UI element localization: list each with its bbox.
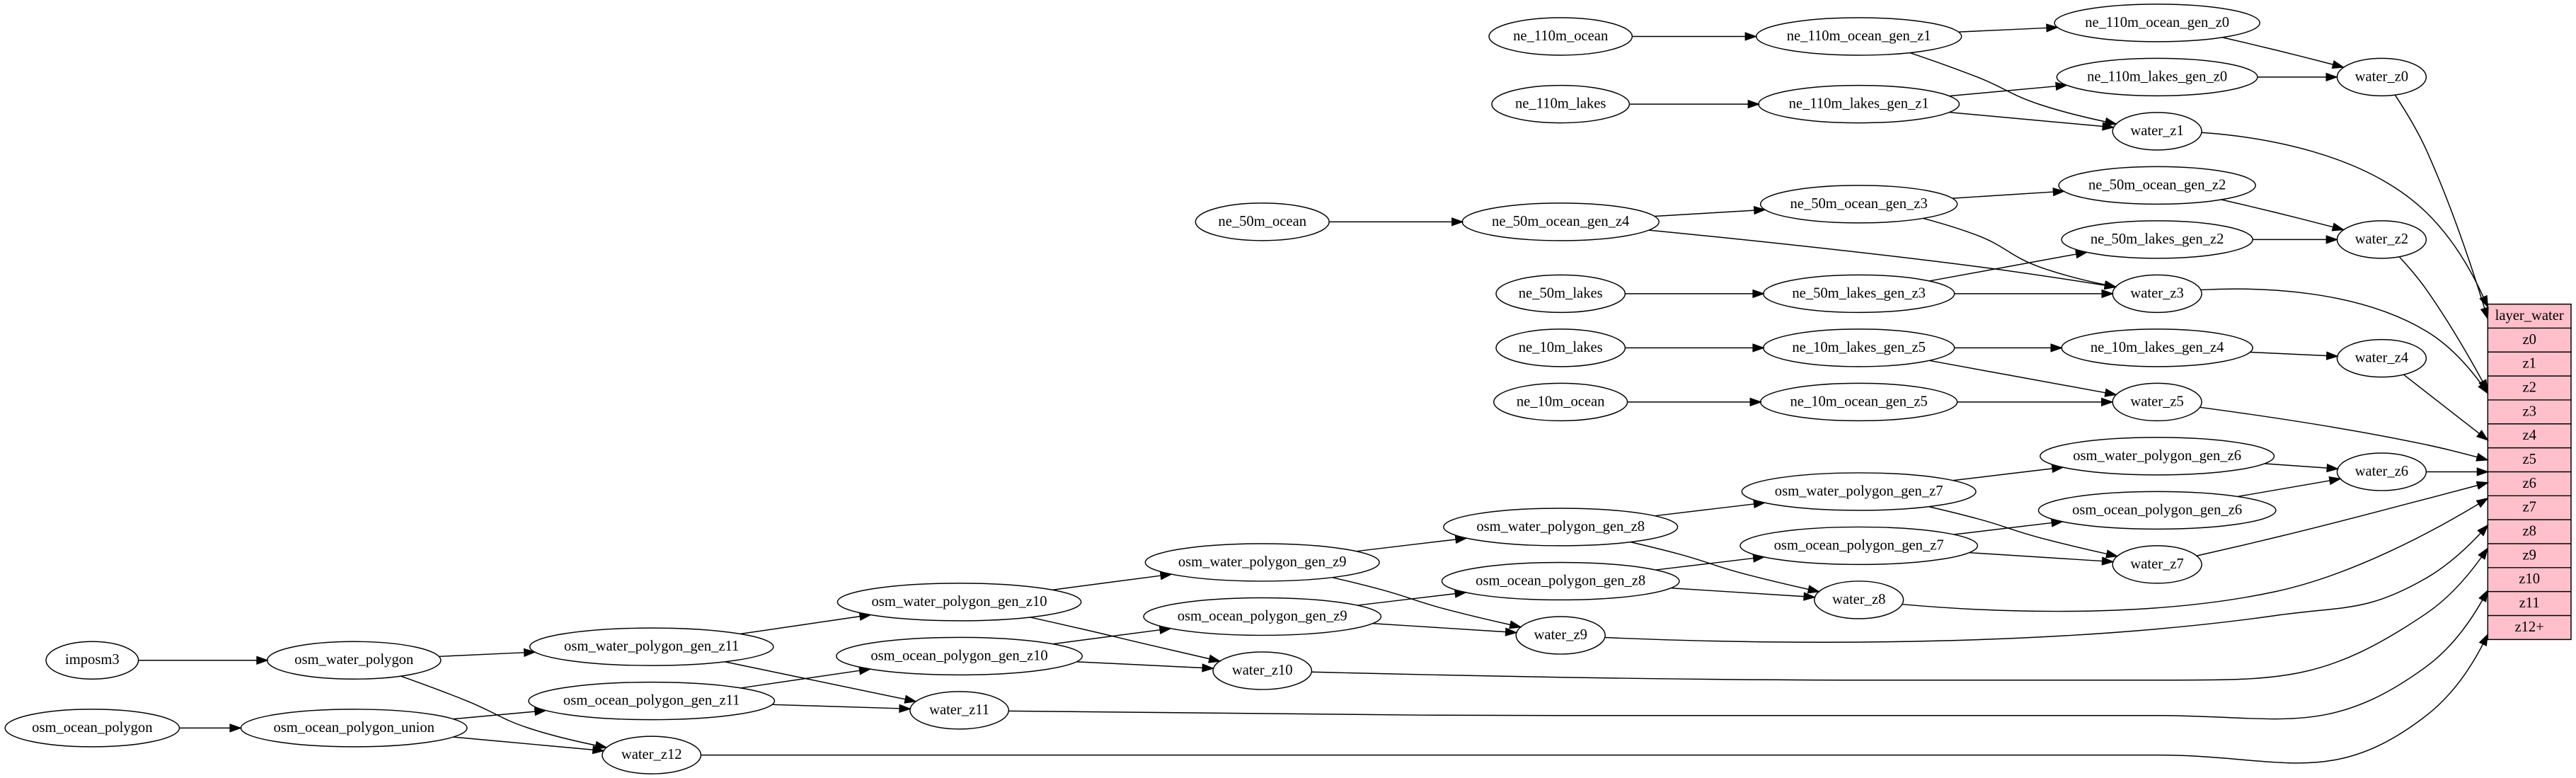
svg-text:osm_ocean_polygon_union: osm_ocean_polygon_union [273, 720, 434, 736]
svg-text:ne_10m_lakes_gen_z5: ne_10m_lakes_gen_z5 [1792, 340, 1926, 355]
svg-text:water_z9: water_z9 [1534, 627, 1587, 643]
svg-text:water_z11: water_z11 [929, 702, 989, 718]
svg-text:water_z5: water_z5 [2130, 394, 2183, 409]
svg-text:water_z2: water_z2 [2355, 231, 2408, 247]
svg-text:osm_ocean_polygon_gen_z7: osm_ocean_polygon_gen_z7 [1774, 537, 1944, 553]
svg-text:osm_water_polygon_gen_z6: osm_water_polygon_gen_z6 [2073, 448, 2241, 464]
svg-text:water_z1: water_z1 [2130, 123, 2183, 139]
svg-text:ne_110m_lakes_gen_z0: ne_110m_lakes_gen_z0 [2087, 69, 2227, 84]
svg-text:water_z6: water_z6 [2355, 464, 2408, 479]
svg-text:osm_ocean_polygon_gen_z10: osm_ocean_polygon_gen_z10 [870, 648, 1047, 663]
svg-text:z0: z0 [2522, 332, 2536, 348]
svg-text:ne_50m_lakes_gen_z2: ne_50m_lakes_gen_z2 [2091, 231, 2224, 247]
svg-text:osm_water_polygon_gen_z11: osm_water_polygon_gen_z11 [564, 639, 739, 654]
svg-text:ne_50m_ocean_gen_z2: ne_50m_ocean_gen_z2 [2088, 177, 2226, 193]
svg-text:ne_50m_ocean_gen_z4: ne_50m_ocean_gen_z4 [1492, 214, 1629, 229]
svg-text:ne_10m_ocean_gen_z5: ne_10m_ocean_gen_z5 [1790, 394, 1928, 409]
svg-text:z1: z1 [2522, 356, 2536, 372]
svg-text:osm_water_polygon_gen_z8: osm_water_polygon_gen_z8 [1476, 519, 1645, 534]
svg-text:z12+: z12+ [2514, 619, 2543, 635]
svg-text:ne_10m_lakes: ne_10m_lakes [1519, 340, 1603, 355]
svg-text:osm_water_polygon_gen_z9: osm_water_polygon_gen_z9 [1178, 554, 1347, 570]
svg-text:z4: z4 [2522, 428, 2536, 443]
svg-text:water_z7: water_z7 [2130, 556, 2183, 572]
svg-text:ne_50m_lakes: ne_50m_lakes [1519, 285, 1603, 301]
svg-text:ne_110m_ocean_gen_z0: ne_110m_ocean_gen_z0 [2085, 15, 2229, 30]
svg-text:z7: z7 [2522, 500, 2536, 515]
svg-text:z11: z11 [2519, 595, 2540, 611]
svg-text:layer_water: layer_water [2495, 308, 2564, 324]
svg-text:osm_ocean_polygon_gen_z11: osm_ocean_polygon_gen_z11 [563, 693, 740, 709]
svg-text:ne_110m_lakes: ne_110m_lakes [1515, 96, 1606, 112]
svg-text:ne_10m_ocean: ne_10m_ocean [1517, 394, 1605, 409]
svg-text:water_z3: water_z3 [2130, 285, 2183, 301]
svg-text:ne_110m_lakes_gen_z1: ne_110m_lakes_gen_z1 [1789, 96, 1929, 112]
svg-text:ne_50m_lakes_gen_z3: ne_50m_lakes_gen_z3 [1792, 285, 1926, 301]
svg-text:ne_50m_ocean_gen_z3: ne_50m_ocean_gen_z3 [1790, 196, 1928, 212]
svg-text:water_z8: water_z8 [1832, 592, 1885, 607]
svg-text:z5: z5 [2522, 452, 2536, 467]
svg-text:z2: z2 [2522, 379, 2536, 395]
svg-text:osm_ocean_polygon_gen_z6: osm_ocean_polygon_gen_z6 [2072, 502, 2242, 517]
svg-text:osm_ocean_polygon_gen_z9: osm_ocean_polygon_gen_z9 [1178, 608, 1347, 624]
svg-text:water_z4: water_z4 [2355, 350, 2408, 366]
svg-text:imposm3: imposm3 [65, 652, 120, 668]
svg-text:z10: z10 [2519, 571, 2540, 587]
svg-text:water_z12: water_z12 [621, 747, 682, 762]
svg-text:water_z0: water_z0 [2355, 69, 2408, 84]
svg-text:osm_water_polygon_gen_z10: osm_water_polygon_gen_z10 [872, 594, 1047, 610]
svg-text:osm_water_polygon_gen_z7: osm_water_polygon_gen_z7 [1775, 484, 1943, 499]
svg-text:ne_110m_ocean: ne_110m_ocean [1513, 28, 1608, 44]
svg-text:z6: z6 [2522, 476, 2536, 491]
svg-text:z3: z3 [2522, 404, 2536, 419]
svg-text:ne_110m_ocean_gen_z1: ne_110m_ocean_gen_z1 [1787, 28, 1931, 44]
svg-text:ne_50m_ocean: ne_50m_ocean [1218, 214, 1306, 229]
svg-text:osm_ocean_polygon: osm_ocean_polygon [32, 720, 152, 736]
svg-text:water_z10: water_z10 [1232, 663, 1293, 678]
svg-text:z8: z8 [2522, 524, 2536, 539]
svg-text:osm_ocean_polygon_gen_z8: osm_ocean_polygon_gen_z8 [1476, 573, 1645, 588]
svg-text:ne_10m_lakes_gen_z4: ne_10m_lakes_gen_z4 [2091, 340, 2224, 355]
svg-text:osm_water_polygon: osm_water_polygon [294, 652, 413, 668]
svg-text:z9: z9 [2522, 547, 2536, 563]
